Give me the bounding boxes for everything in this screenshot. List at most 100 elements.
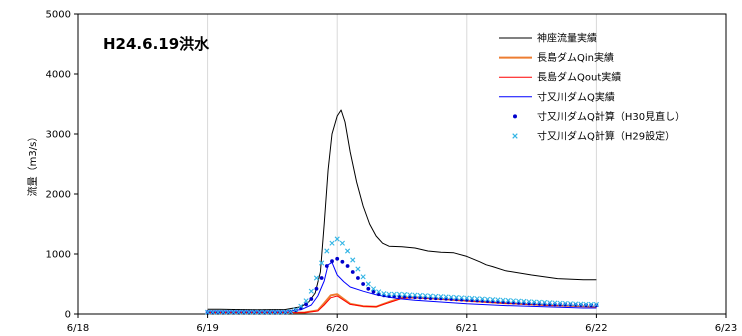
y-tick-label: 4000 <box>46 70 71 81</box>
data-point <box>236 309 242 315</box>
data-point <box>516 298 522 304</box>
data-point <box>578 303 583 307</box>
x-axis: 6/18 6/19 6/20 6/21 6/22 6/23 <box>67 314 737 334</box>
data-point <box>567 301 574 307</box>
data-point <box>303 298 309 304</box>
data-point <box>459 295 465 301</box>
data-point <box>356 276 360 280</box>
data-point <box>505 297 511 304</box>
x-tick-label: 6/22 <box>585 323 607 334</box>
data-point <box>246 309 252 315</box>
x-tick-label: 6/19 <box>196 323 218 334</box>
data-point <box>552 300 558 306</box>
series-dot <box>205 256 599 315</box>
data-point <box>495 297 501 303</box>
data-point <box>339 240 345 246</box>
y-tick-label: 5000 <box>46 10 71 21</box>
data-point <box>557 300 563 306</box>
data-point <box>304 302 308 307</box>
data-point <box>205 309 211 315</box>
data-point <box>510 298 517 304</box>
data-point <box>386 291 392 297</box>
data-point <box>593 301 599 308</box>
legend-label: 寸又川ダムQ計算（H30見直し） <box>537 110 685 123</box>
legend-label: 長島ダムQin実績 <box>537 51 614 64</box>
data-point <box>422 293 428 299</box>
x-tick-label: 6/18 <box>67 323 89 334</box>
y-tick-label: 2000 <box>46 190 71 201</box>
series-group <box>205 109 599 315</box>
data-point <box>344 248 351 254</box>
data-point <box>262 309 268 315</box>
data-point <box>568 302 573 307</box>
data-point <box>370 286 377 292</box>
data-point <box>531 299 537 305</box>
data-point <box>298 303 304 309</box>
data-point <box>521 298 527 304</box>
data-point <box>365 281 371 287</box>
data-point <box>589 303 594 308</box>
data-point <box>220 309 226 315</box>
data-point <box>371 289 376 294</box>
data-point <box>314 286 319 291</box>
data-point <box>293 307 299 313</box>
legend-label: 長島ダムQout実績 <box>537 71 621 84</box>
data-point <box>402 291 408 298</box>
chart-grid <box>207 14 597 314</box>
data-point <box>309 297 314 301</box>
data-point <box>324 248 330 254</box>
data-point <box>376 289 382 295</box>
data-point <box>272 309 278 315</box>
data-point <box>396 291 402 297</box>
data-point <box>366 286 371 291</box>
data-point <box>526 299 532 305</box>
data-point <box>210 309 216 315</box>
data-point <box>453 294 460 301</box>
data-point <box>443 294 449 300</box>
data-point <box>573 302 578 307</box>
series-line <box>207 261 597 312</box>
data-point <box>578 301 584 307</box>
data-point <box>340 259 345 264</box>
chart-annotation: H24.6.19洪水 <box>103 35 210 53</box>
data-point <box>324 264 329 268</box>
data-point <box>541 299 548 306</box>
data-point <box>251 309 257 315</box>
data-point <box>335 256 340 261</box>
data-point <box>360 274 366 280</box>
legend-item: 寸又川ダムQ実績 <box>499 90 615 103</box>
data-point <box>484 296 491 302</box>
data-point <box>547 300 553 306</box>
legend-item: 寸又川ダムQ計算（H30見直し） <box>513 110 685 123</box>
data-point <box>330 259 334 264</box>
legend-item: 長島ダムQout実績 <box>499 71 621 84</box>
data-point <box>584 303 588 308</box>
data-point <box>225 309 231 315</box>
data-point <box>469 295 475 301</box>
legend-item: 長島ダムQin実績 <box>499 51 614 64</box>
data-point <box>448 294 454 300</box>
data-point <box>267 309 273 315</box>
data-point <box>573 301 579 307</box>
data-point <box>427 293 434 299</box>
data-point <box>313 275 320 281</box>
data-point <box>583 301 589 307</box>
data-point <box>361 282 366 286</box>
y-axis-label: 流量（m3/s） <box>26 132 39 197</box>
series-x <box>205 236 599 315</box>
data-point <box>433 293 439 299</box>
legend-swatch <box>513 114 517 119</box>
data-point <box>474 296 480 302</box>
series-line <box>207 261 597 312</box>
y-tick-label: 1000 <box>46 250 71 261</box>
data-point <box>391 291 397 297</box>
legend: 神座流量実績長島ダムQin実績長島ダムQout実績寸又川ダムQ実績寸又川ダムQ計… <box>499 32 685 143</box>
data-point <box>287 309 294 315</box>
data-point <box>562 300 568 307</box>
data-point <box>490 297 496 303</box>
data-point <box>407 292 413 298</box>
legend-label: 寸又川ダムQ実績 <box>537 90 615 103</box>
y-tick-label: 3000 <box>46 130 71 141</box>
data-point <box>319 260 325 266</box>
